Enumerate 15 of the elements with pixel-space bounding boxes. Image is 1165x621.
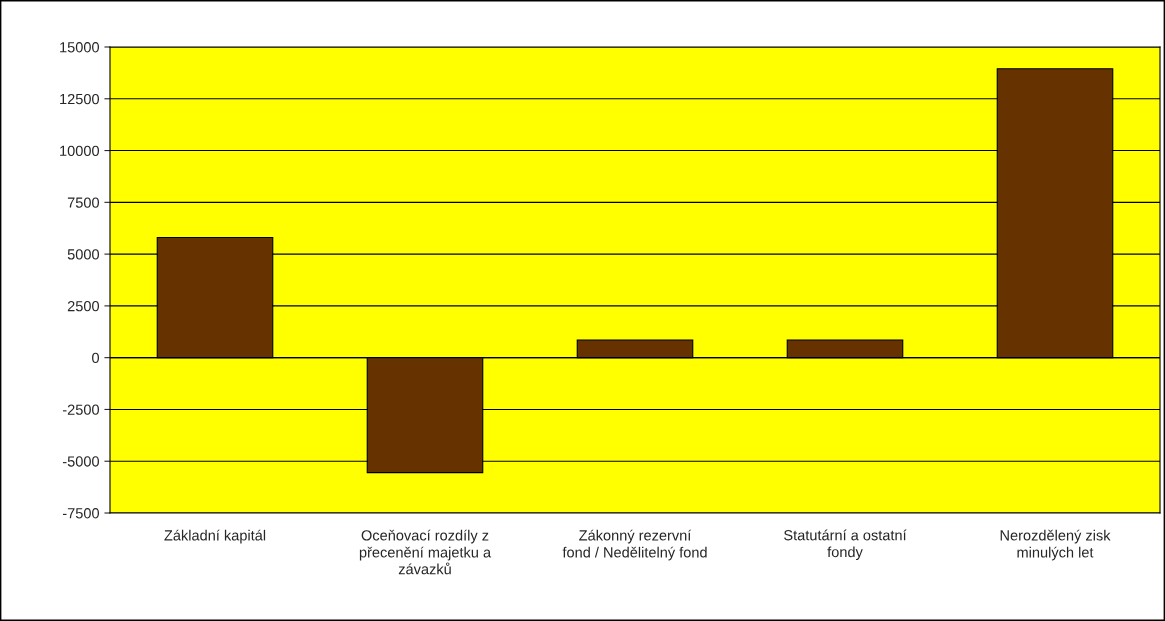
y-tick-label: 5000 xyxy=(67,249,100,260)
y-tick-label: 12500 xyxy=(60,93,100,105)
y-tick-label: -5000 xyxy=(62,456,100,467)
y-tick-label: 7500 xyxy=(67,197,100,208)
x-tick-label: Základní kapitál xyxy=(164,529,266,544)
y-tick-label: 15000 xyxy=(60,42,100,53)
y-tick-label: 2500 xyxy=(67,300,100,312)
y-tick-label: 10000 xyxy=(60,145,100,156)
x-tick-label: Statutární a ostatní fondy xyxy=(784,529,907,561)
y-tick-label: -7500 xyxy=(62,508,100,519)
y-tick-label: 0 xyxy=(92,352,100,364)
x-tick-label: Zákonný rezervní fond / Nedělitelný fond xyxy=(562,529,707,561)
x-tick-label: Oceňovací rozdíly z přecenění majetku a závazků xyxy=(359,529,492,575)
x-tick-label: Nerozdělený zisk minulých let xyxy=(1000,529,1111,561)
y-tick-label: -2500 xyxy=(62,404,100,415)
